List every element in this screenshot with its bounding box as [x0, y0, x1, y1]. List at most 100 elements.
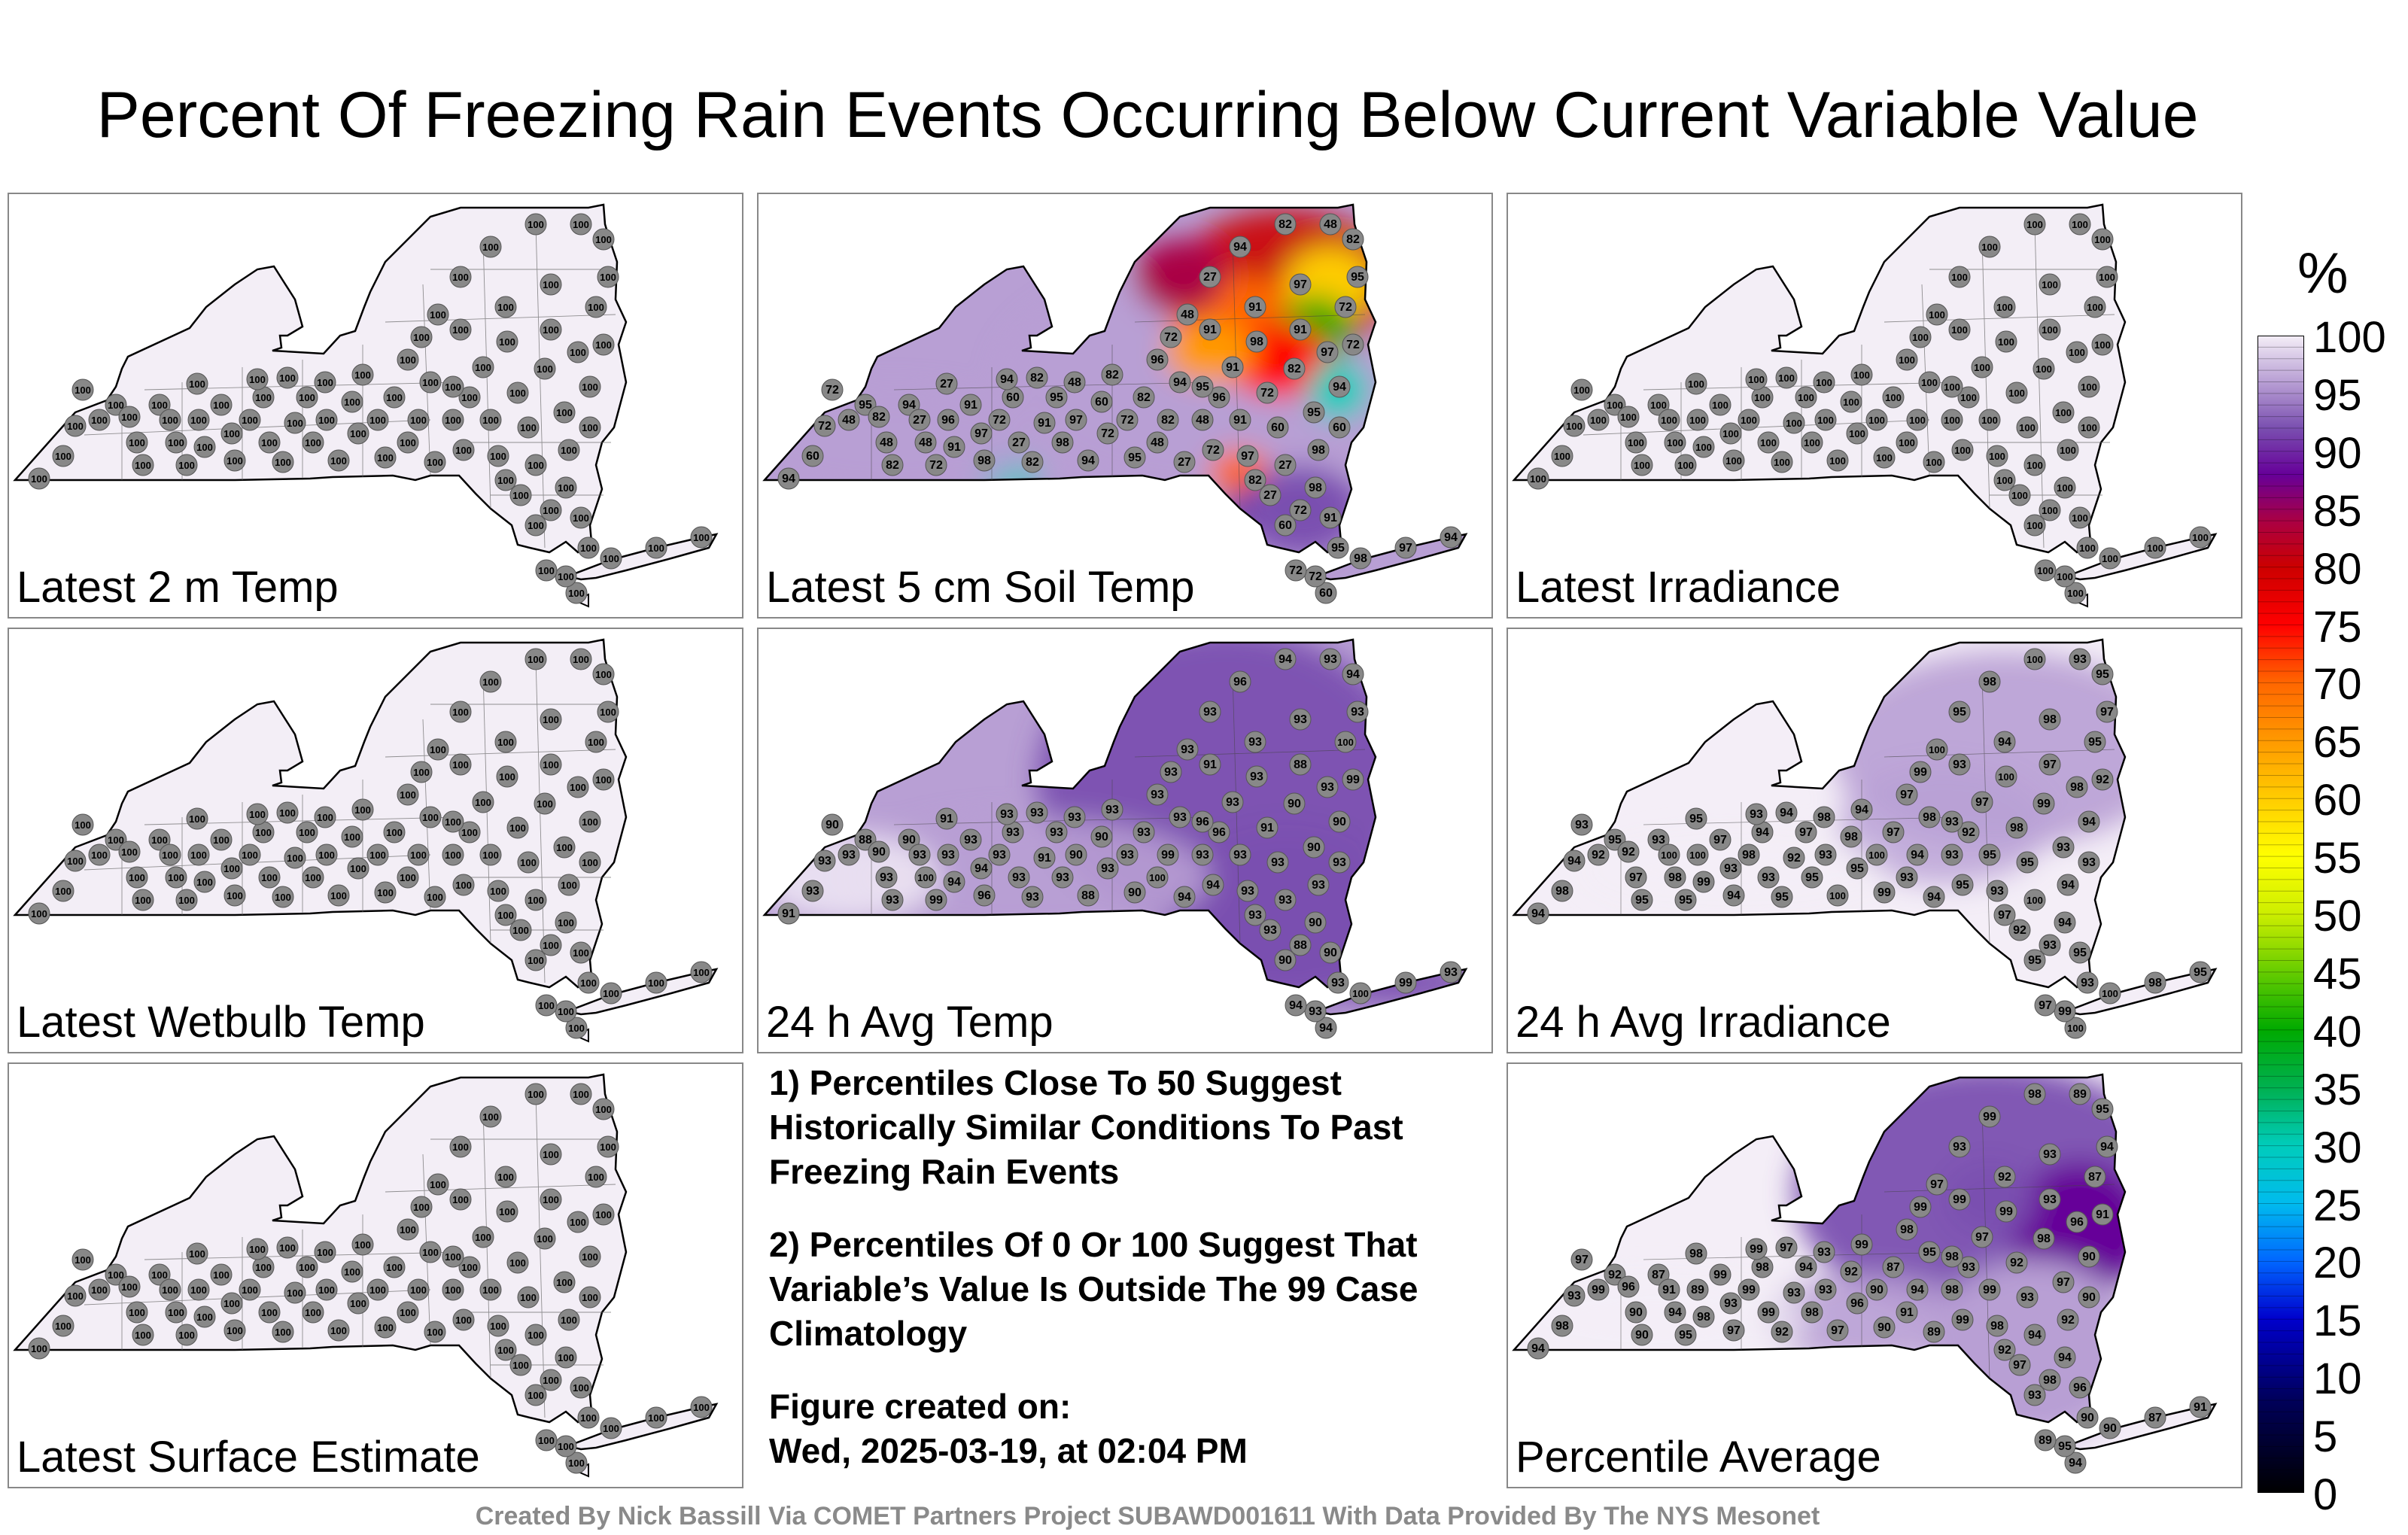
- station-dot: [71, 813, 94, 836]
- station-value: 100: [543, 714, 559, 725]
- station-dot: [2078, 851, 2100, 874]
- station-marker: 99: [1909, 1196, 1932, 1218]
- station-marker: 92: [1587, 843, 1610, 866]
- station-marker: 100: [1563, 415, 1586, 437]
- station-dot: [186, 372, 208, 395]
- station-marker: 100: [165, 1301, 187, 1324]
- station-marker: 94: [1527, 1337, 1549, 1360]
- station-dot: [52, 1315, 74, 1337]
- station-dot: [524, 454, 547, 476]
- station-marker: 60: [1315, 582, 1337, 604]
- station-dot: [2091, 1203, 2114, 1226]
- station-dot: [341, 391, 363, 413]
- station-value: 100: [490, 1321, 506, 1332]
- station-dot: [2054, 911, 2076, 934]
- station-dot: [407, 843, 430, 866]
- station-marker: 100: [535, 994, 558, 1017]
- station-marker: 100: [555, 911, 577, 934]
- station-marker: 100: [302, 1301, 324, 1324]
- station-dot: [1948, 266, 1971, 288]
- station-marker: 93: [2052, 836, 2075, 859]
- station-marker: 94: [1274, 648, 1297, 670]
- station-marker: 100: [327, 1319, 350, 1342]
- station-marker: 94: [1722, 884, 1745, 907]
- station-value: 92: [2096, 774, 2109, 786]
- station-value: 100: [452, 707, 469, 718]
- station-marker: 100: [645, 971, 667, 994]
- station-marker: 48: [914, 431, 937, 454]
- station-value: 91: [947, 441, 961, 454]
- panel-label: Percentile Average: [1516, 1433, 1881, 1482]
- station-marker: 98: [1245, 330, 1268, 353]
- station-marker: 93: [1745, 803, 1768, 825]
- station-marker: 100: [1745, 368, 1768, 391]
- station-marker: 93: [1319, 648, 1342, 670]
- station-dot: [496, 330, 518, 353]
- station-value: 91: [1900, 1306, 1914, 1319]
- station-dot: [494, 296, 517, 318]
- station-dot: [442, 810, 464, 833]
- station-value: 72: [1164, 331, 1178, 344]
- station-dot: [2034, 994, 2057, 1017]
- station-dot: [1840, 825, 1862, 848]
- station-value: 82: [1161, 414, 1175, 427]
- station-dot: [540, 1143, 562, 1166]
- station-dot: [1176, 303, 1199, 326]
- station-value: 96: [1151, 354, 1164, 366]
- station-value: 100: [317, 1247, 333, 1258]
- station-marker: 100: [579, 375, 601, 398]
- station-dot: [1026, 366, 1048, 389]
- station-dot: [442, 409, 464, 431]
- station-marker: 100: [558, 874, 580, 896]
- station-marker: 93: [1236, 880, 1259, 902]
- station-value: 100: [561, 445, 577, 456]
- station-value: 90: [1128, 886, 1142, 899]
- station-value: 98: [1990, 1320, 2004, 1333]
- station-value: 100: [693, 1402, 710, 1413]
- station-value: 100: [91, 850, 108, 861]
- station-value: 100: [482, 676, 499, 688]
- station-marker: 100: [1826, 449, 1849, 472]
- station-value: 93: [1724, 862, 1738, 875]
- station-dot: [419, 371, 442, 394]
- station-dot: [1978, 236, 2001, 258]
- station-value: 92: [1622, 846, 1635, 859]
- station-dot: [2023, 889, 2046, 911]
- station-dot: [1346, 701, 1369, 723]
- station-dot: [1169, 806, 1191, 828]
- station-marker: 96: [2066, 1211, 2088, 1233]
- station-marker: 98: [1978, 670, 2001, 693]
- station-value: 100: [1849, 428, 1865, 439]
- station-marker: 100: [592, 1098, 615, 1120]
- station-value: 100: [1912, 332, 1929, 343]
- station-marker: 100: [555, 476, 577, 499]
- station-marker: 100: [407, 409, 430, 431]
- station-value: 87: [1652, 1269, 1665, 1281]
- station-dot: [1315, 582, 1337, 604]
- station-marker: 93: [1191, 843, 1214, 866]
- station-value: 97: [1900, 789, 1914, 801]
- station-marker: 100: [558, 1309, 580, 1331]
- station-marker: 100: [210, 828, 233, 851]
- station-marker: 91: [1896, 1301, 1918, 1324]
- station-value: 96: [2073, 1382, 2087, 1394]
- station-value: 100: [1926, 457, 1942, 468]
- station-value: 92: [1608, 1269, 1622, 1281]
- station-value: 98: [1756, 1261, 1769, 1274]
- station-value: 100: [91, 1284, 108, 1296]
- station-dot: [246, 803, 269, 825]
- station-dot: [1951, 1309, 1974, 1331]
- station-marker: 100: [458, 1256, 481, 1278]
- station-value: 93: [1724, 1297, 1738, 1310]
- station-value: 100: [1778, 372, 1795, 384]
- station-marker: 100: [585, 296, 607, 318]
- station-value: 93: [1006, 826, 1020, 839]
- station-value: 95: [1679, 894, 1692, 907]
- station-dot: [1685, 372, 1707, 395]
- panel-24h-avg-irradiance: 94 98 94 93 95 92 97 95 93 100 98 95 100 99 97 93 94 98 94…: [1507, 628, 2242, 1053]
- station-dot: [881, 454, 904, 476]
- station-dot: [1394, 536, 1417, 559]
- station-dot: [2033, 357, 2055, 380]
- station-value: 95: [2194, 966, 2207, 979]
- station-marker: 99: [925, 889, 947, 911]
